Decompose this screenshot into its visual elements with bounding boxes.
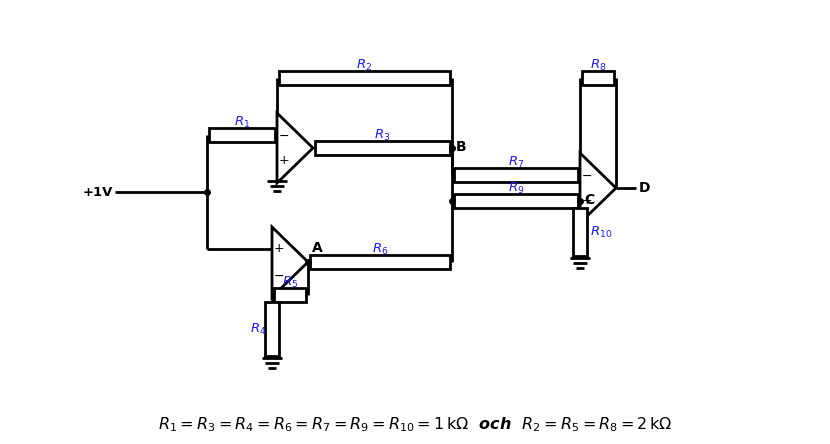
Text: $R_5$: $R_5$ [282,274,298,289]
Text: $R_9$: $R_9$ [508,180,525,195]
Bar [209,128,275,142]
Text: $R_8$: $R_8$ [590,57,606,72]
Text: B: B [456,140,466,154]
Polygon shape [580,153,616,223]
Bar [274,288,306,302]
Text: $R_4$: $R_4$ [250,321,266,337]
Bar [265,302,279,356]
Text: $R_{10}$: $R_{10}$ [590,225,613,240]
Text: A: A [312,241,323,255]
Text: $-$: $-$ [278,128,290,142]
Text: $R_6$: $R_6$ [372,242,388,257]
Bar [573,208,587,256]
Bar [454,194,578,208]
Bar [454,168,578,182]
Text: $-$: $-$ [582,169,593,182]
Text: $R_1 = R_3 = R_4 = R_6 = R_7 = R_9 = R_{10} = 1\,\mathrm{k\Omega}$  och  $R_2 = : $R_1 = R_3 = R_4 = R_6 = R_7 = R_9 = R_{… [158,416,672,434]
Text: $+$: $+$ [273,242,285,255]
Text: D: D [639,181,651,195]
Text: $R_3$: $R_3$ [374,127,391,143]
Text: $R_7$: $R_7$ [508,155,525,170]
Bar [279,71,450,85]
Polygon shape [277,113,313,183]
Bar [582,71,614,85]
Polygon shape [272,227,308,297]
Bar [310,255,450,269]
Text: $-$: $-$ [273,269,285,281]
Text: $+$: $+$ [278,155,290,167]
Text: C: C [584,193,594,207]
Text: $R_1$: $R_1$ [234,115,250,130]
Text: +1V: +1V [83,186,113,198]
Bar [315,141,450,155]
Text: $R_2$: $R_2$ [356,57,373,72]
Text: $+$: $+$ [581,194,593,207]
